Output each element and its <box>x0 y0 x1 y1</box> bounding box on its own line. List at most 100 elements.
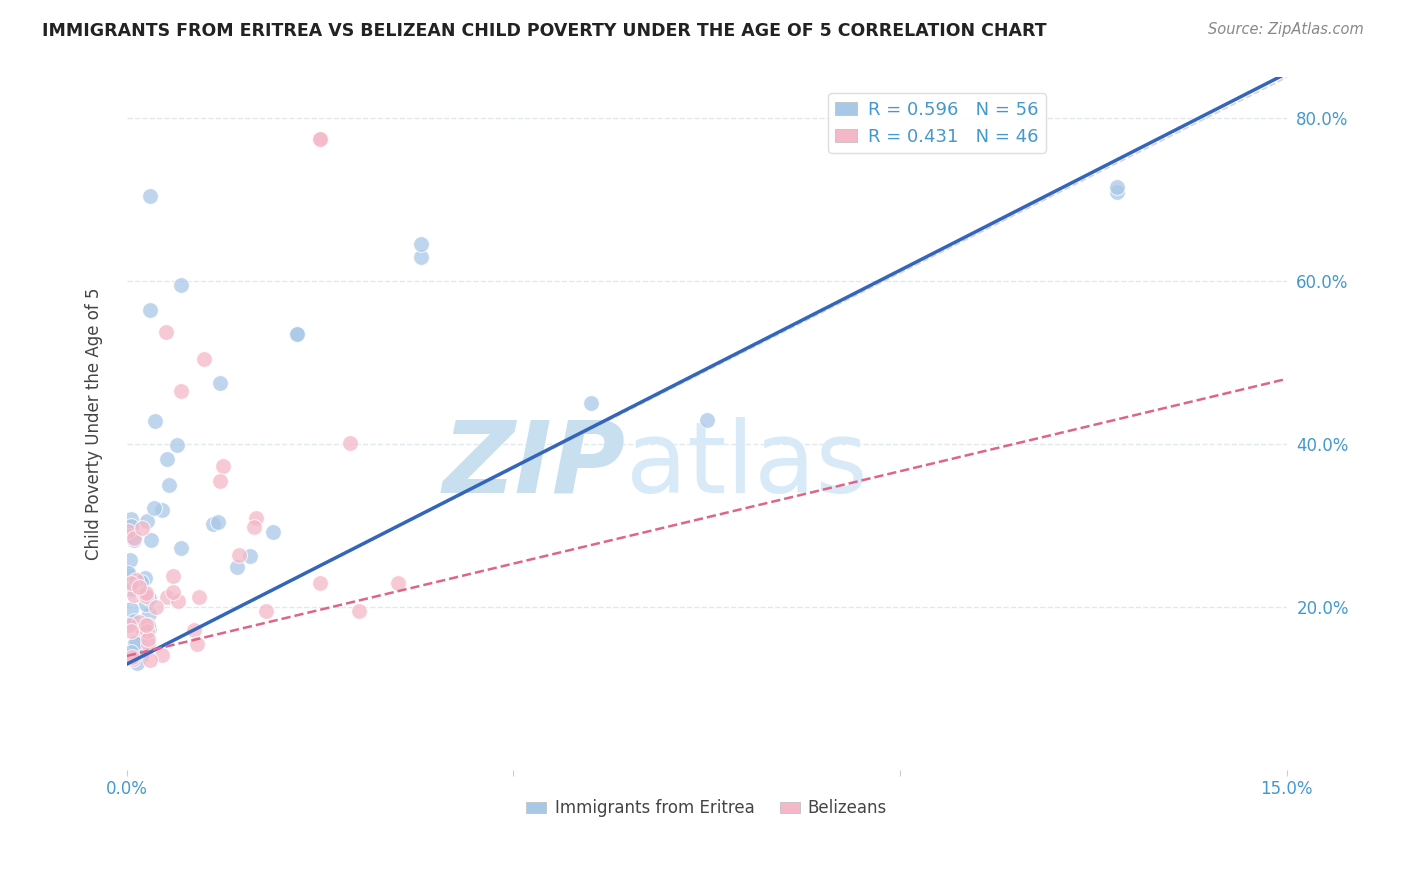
Point <box>122 588 145 602</box>
Point <box>208 474 231 488</box>
Point <box>117 649 139 664</box>
Point <box>309 131 332 145</box>
Point <box>127 657 149 671</box>
Point <box>124 636 146 650</box>
Point <box>135 586 157 600</box>
Point <box>243 520 266 534</box>
Point <box>120 602 142 616</box>
Point <box>145 600 167 615</box>
Point <box>122 575 145 590</box>
Point <box>166 438 188 452</box>
Point <box>128 615 150 630</box>
Point <box>138 637 160 651</box>
Point <box>121 652 143 666</box>
Point <box>120 511 142 525</box>
Text: Source: ZipAtlas.com: Source: ZipAtlas.com <box>1208 22 1364 37</box>
Point <box>125 635 148 649</box>
Point <box>135 597 157 611</box>
Point <box>136 617 159 632</box>
Point <box>121 649 143 664</box>
Point <box>118 618 141 632</box>
Point <box>139 188 162 202</box>
Point <box>155 325 177 339</box>
Point <box>136 514 159 528</box>
Point <box>162 568 184 582</box>
Point <box>120 552 142 566</box>
Point <box>141 533 163 547</box>
Point <box>128 580 150 594</box>
Point <box>170 541 193 556</box>
Point <box>117 650 139 665</box>
Point <box>254 604 277 618</box>
Point <box>309 131 332 145</box>
Point <box>152 648 174 662</box>
Point <box>347 604 370 618</box>
Point <box>245 510 267 524</box>
Point <box>128 580 150 594</box>
Point <box>122 531 145 545</box>
Point <box>183 623 205 637</box>
Point <box>226 560 249 574</box>
Point <box>122 614 145 628</box>
Point <box>138 607 160 621</box>
Point <box>201 516 224 531</box>
Point <box>135 618 157 632</box>
Point <box>156 590 179 604</box>
Point <box>132 626 155 640</box>
Point <box>129 643 152 657</box>
Point <box>135 589 157 603</box>
Point <box>166 594 188 608</box>
Point <box>131 520 153 534</box>
Point <box>121 615 143 629</box>
Point <box>186 637 208 651</box>
Point <box>208 376 231 390</box>
Point <box>696 412 718 426</box>
Point <box>129 575 152 590</box>
Y-axis label: Child Poverty Under the Age of 5: Child Poverty Under the Age of 5 <box>86 287 103 560</box>
Legend: Immigrants from Eritrea, Belizeans: Immigrants from Eritrea, Belizeans <box>520 793 894 824</box>
Point <box>117 524 139 538</box>
Point <box>120 576 142 591</box>
Point <box>387 575 409 590</box>
Point <box>139 653 162 667</box>
Point <box>143 414 166 428</box>
Point <box>193 351 215 366</box>
Point <box>157 478 180 492</box>
Point <box>139 302 162 317</box>
Point <box>162 585 184 599</box>
Text: IMMIGRANTS FROM ERITREA VS BELIZEAN CHILD POVERTY UNDER THE AGE OF 5 CORRELATION: IMMIGRANTS FROM ERITREA VS BELIZEAN CHIL… <box>42 22 1047 40</box>
Text: ZIP: ZIP <box>443 417 626 514</box>
Point <box>285 327 308 342</box>
Point <box>211 459 233 474</box>
Point <box>138 622 160 636</box>
Point <box>170 384 193 398</box>
Point <box>409 250 432 264</box>
Point <box>142 500 165 515</box>
Point <box>150 503 173 517</box>
Point <box>156 452 179 467</box>
Point <box>239 549 262 564</box>
Point <box>131 622 153 636</box>
Point <box>134 587 156 601</box>
Point <box>138 591 160 605</box>
Point <box>136 632 159 646</box>
Point <box>170 278 193 293</box>
Point <box>1105 180 1128 194</box>
Point <box>129 619 152 633</box>
Point <box>207 515 229 529</box>
Point <box>228 548 250 562</box>
Point <box>134 571 156 585</box>
Point <box>117 566 139 580</box>
Point <box>285 327 308 342</box>
Point <box>187 590 209 604</box>
Point <box>129 649 152 664</box>
Point <box>1105 185 1128 199</box>
Point <box>121 582 143 597</box>
Point <box>120 529 142 543</box>
Point <box>409 237 432 252</box>
Point <box>579 396 602 410</box>
Point <box>120 645 142 659</box>
Point <box>120 624 142 638</box>
Point <box>122 533 145 547</box>
Point <box>125 573 148 587</box>
